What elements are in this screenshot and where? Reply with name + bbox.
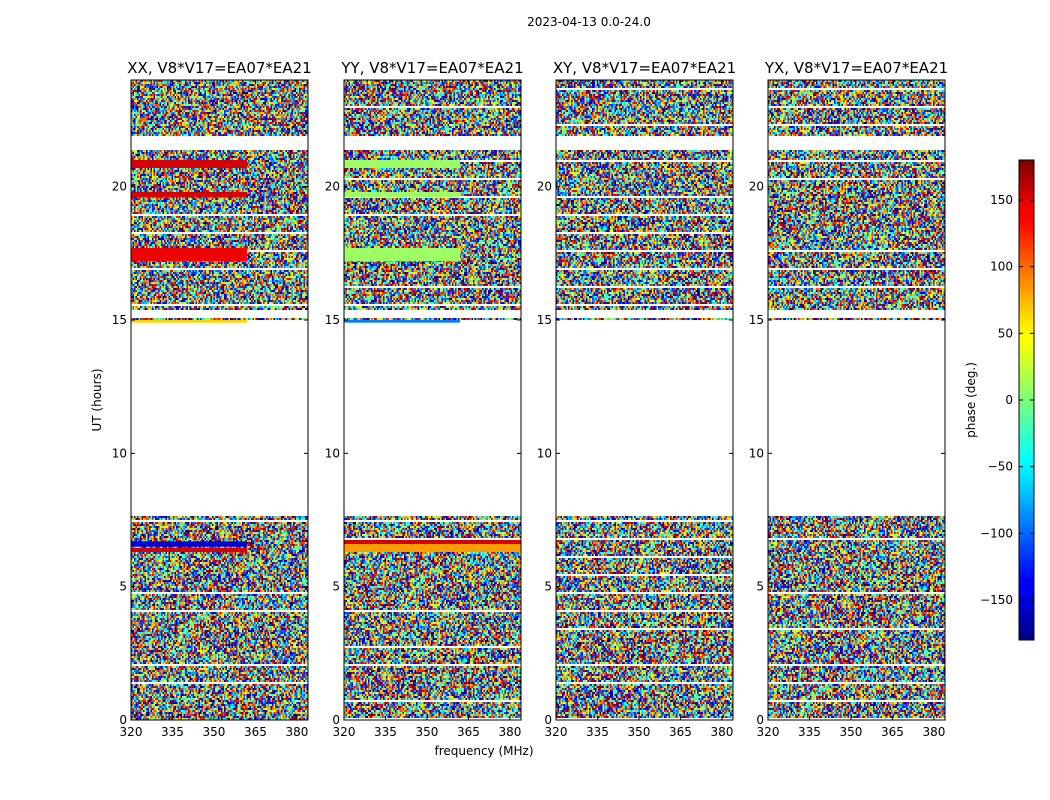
y-tick-label: 10 (325, 446, 340, 460)
colorbar-label: phase (deg.) (964, 362, 978, 438)
phase-band (344, 320, 461, 323)
y-tick-label: 15 (537, 313, 552, 327)
phase-noise-image (131, 80, 308, 720)
x-tick-label: 350 (416, 725, 439, 739)
x-tick-label: 350 (840, 725, 863, 739)
y-tick-label: 5 (544, 580, 552, 594)
phase-band (344, 192, 461, 198)
colorbar-tick-label: −150 (980, 593, 1013, 607)
x-tick-label: 320 (545, 725, 568, 739)
phase-band (131, 320, 248, 323)
y-tick-label: 10 (537, 446, 552, 460)
phase-band (131, 248, 248, 262)
phase-band (131, 160, 248, 168)
y-tick-label: 15 (325, 313, 340, 327)
x-tick-label: 320 (333, 725, 356, 739)
y-axis-label: UT (hours) (90, 368, 104, 431)
x-tick-label: 365 (881, 725, 904, 739)
y-tick-label: 15 (112, 313, 127, 327)
colorbar-tick-label: 0 (1005, 393, 1013, 407)
x-tick-label: 350 (203, 725, 226, 739)
y-tick-label: 5 (119, 580, 127, 594)
phase-noise-image (768, 80, 945, 720)
colorbar-tick-label: 150 (990, 193, 1013, 207)
x-tick-label: 380 (710, 725, 733, 739)
y-tick-label: 0 (119, 713, 127, 727)
phase-band (131, 192, 248, 198)
y-tick-label: 20 (537, 180, 552, 194)
x-tick-label: 350 (628, 725, 651, 739)
y-tick-label: 20 (749, 180, 764, 194)
y-tick-label: 20 (325, 180, 340, 194)
panel-title: YY, V8*V17=EA07*EA21 (340, 59, 523, 77)
y-tick-label: 0 (756, 713, 764, 727)
panel-frame (555, 79, 734, 721)
y-tick-label: 0 (544, 713, 552, 727)
phase-band (131, 541, 248, 547)
x-tick-label: 320 (120, 725, 143, 739)
panel-frame (767, 79, 946, 721)
y-tick-label: 10 (749, 446, 764, 460)
phase-noise-image (556, 80, 733, 720)
panel-2: YY, V8*V17=EA07*EA21 320 335 350 365 380 0 5 10 1… (325, 59, 524, 739)
phase-noise-image (344, 80, 521, 720)
x-tick-label: 320 (757, 725, 780, 739)
panel-frame (130, 79, 309, 721)
figure-title: 2023-04-13 0.0-24.0 (527, 15, 651, 29)
y-tick-label: 20 (112, 180, 127, 194)
x-tick-label: 365 (669, 725, 692, 739)
x-tick-label: 380 (922, 725, 945, 739)
x-axis-label: frequency (MHz) (434, 744, 533, 758)
x-tick-label: 365 (244, 725, 267, 739)
phase-band (131, 548, 248, 552)
colorbar-tick-label: −50 (988, 460, 1013, 474)
panel-4: YX, V8*V17=EA07*EA21 320 335 350 365 380 0 5 10 1… (749, 59, 948, 739)
colorbar-tick-label: 100 (990, 260, 1013, 274)
phase-band (344, 160, 461, 168)
x-tick-label: 380 (498, 725, 521, 739)
y-tick-label: 0 (332, 713, 340, 727)
y-tick-label: 5 (756, 580, 764, 594)
phase-band (344, 248, 461, 262)
x-tick-label: 335 (586, 725, 609, 739)
x-tick-label: 335 (374, 725, 397, 739)
phase-band (344, 540, 521, 544)
x-tick-label: 335 (161, 725, 184, 739)
y-tick-label: 5 (332, 580, 340, 594)
panels: XX, V8*V17=EA07*EA21 320 335 350 365 380 0 5 10 1… (112, 59, 948, 739)
y-tick-label: 15 (749, 313, 764, 327)
panel-title: YX, V8*V17=EA07*EA21 (764, 59, 948, 77)
colorbar: 150 100 50 0 −50 −100 −150 phase (deg.) (964, 159, 1035, 641)
panel-1: XX, V8*V17=EA07*EA21 320 335 350 365 380 0 5 10 1… (112, 59, 312, 739)
x-tick-label: 365 (457, 725, 480, 739)
y-tick-label: 10 (112, 446, 127, 460)
panel-title: XX, V8*V17=EA07*EA21 (127, 59, 311, 77)
colorbar-tick-label: 50 (998, 326, 1013, 340)
x-tick-label: 335 (798, 725, 821, 739)
x-tick-label: 380 (285, 725, 308, 739)
colorbar-tick-label: −100 (980, 526, 1013, 540)
phase-band (344, 544, 521, 552)
panel-title: XY, V8*V17=EA07*EA21 (553, 59, 736, 77)
panel-3: XY, V8*V17=EA07*EA21 320 335 350 365 380 0 5 10 1… (537, 59, 736, 739)
panel-frame (343, 79, 522, 721)
colorbar-ticks: 150 100 50 0 −50 −100 −150 (980, 193, 1034, 607)
